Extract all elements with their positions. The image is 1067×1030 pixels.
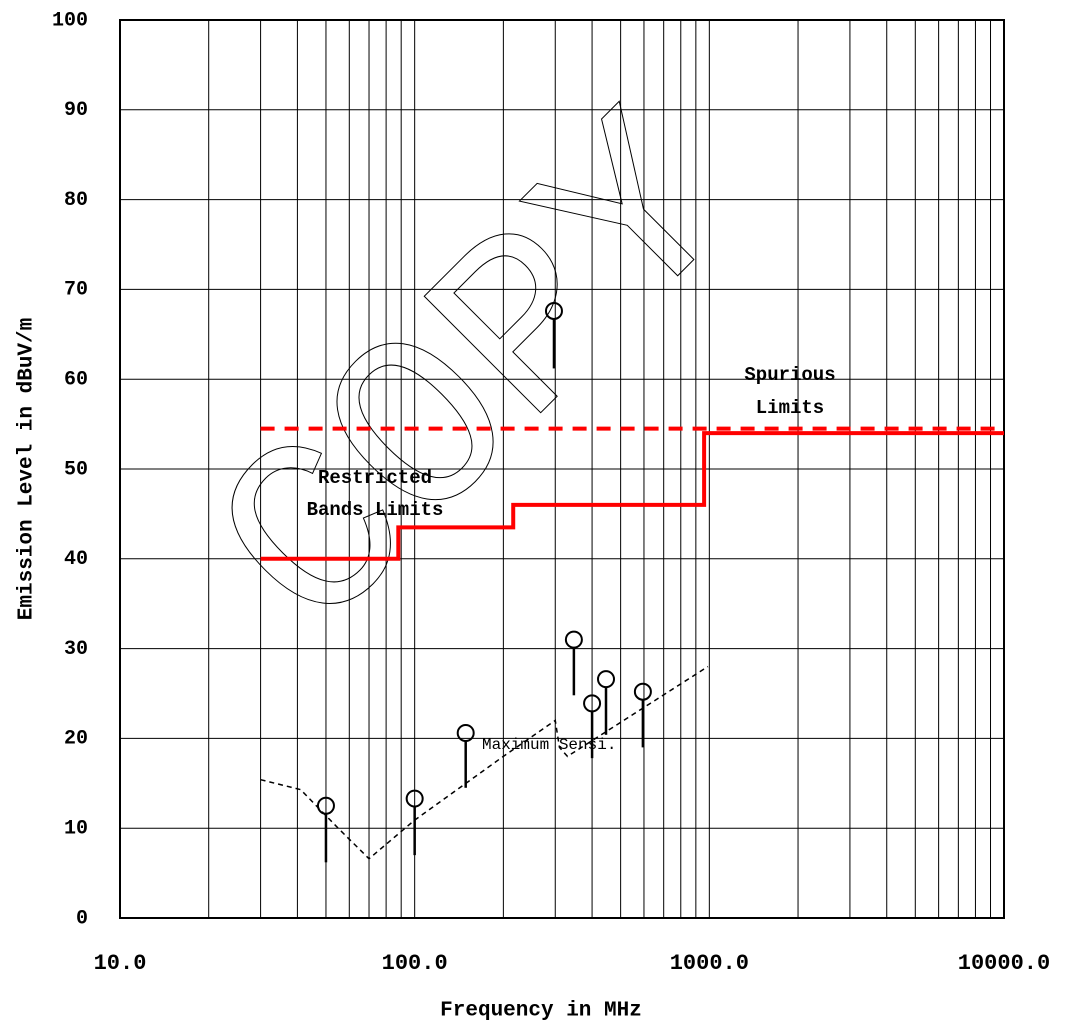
annotation: Maximum Sensi. (482, 736, 616, 754)
x-axis-title: Frequency in MHz (440, 1000, 642, 1023)
peak-marker (583, 694, 602, 713)
peak-marker (564, 630, 583, 649)
x-tick-label: 10000.0 (958, 951, 1050, 976)
y-tick-label: 20 (64, 728, 88, 751)
peak-marker (405, 789, 424, 808)
peak-marker (456, 724, 475, 743)
plot-frame (119, 19, 1005, 919)
y-tick-label: 40 (64, 548, 88, 571)
x-tick-label: 1000.0 (670, 951, 749, 976)
y-tick-label: 10 (64, 817, 88, 840)
annotation: Spurious (744, 364, 835, 386)
y-tick-label: 0 (76, 907, 88, 930)
y-tick-label: 70 (64, 279, 88, 302)
peak-marker (544, 301, 563, 320)
x-tick-label: 10.0 (94, 951, 147, 976)
y-tick-label: 50 (64, 458, 88, 481)
y-axis-title: Emission Level in dBuV/m (16, 318, 39, 620)
y-tick-label: 30 (64, 638, 88, 661)
y-tick-label: 60 (64, 368, 88, 391)
peak-marker (633, 682, 652, 701)
annotation: Restricted (318, 467, 432, 489)
y-tick-label: 80 (64, 189, 88, 212)
y-tick-label: 100 (52, 9, 88, 32)
y-tick-label: 90 (64, 99, 88, 122)
series-line (260, 665, 709, 860)
peak-marker (597, 670, 616, 689)
peak-marker (316, 796, 335, 815)
x-tick-label: 100.0 (382, 951, 448, 976)
annotation: Limits (756, 397, 824, 419)
annotation: Bands Limits (307, 499, 444, 521)
series-line (260, 431, 1004, 561)
